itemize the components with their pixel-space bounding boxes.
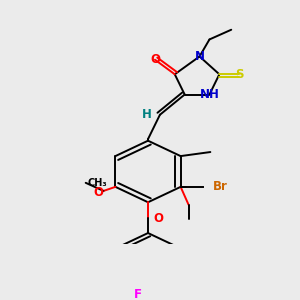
Text: O: O: [94, 186, 103, 199]
Text: N: N: [194, 50, 205, 63]
Text: O: O: [153, 212, 163, 225]
Text: Br: Br: [213, 180, 228, 194]
Text: CH₃: CH₃: [88, 178, 107, 188]
Text: S: S: [235, 68, 243, 81]
Text: F: F: [134, 288, 142, 300]
Text: O: O: [150, 53, 160, 66]
Text: H: H: [142, 108, 152, 121]
Text: NH: NH: [200, 88, 219, 101]
